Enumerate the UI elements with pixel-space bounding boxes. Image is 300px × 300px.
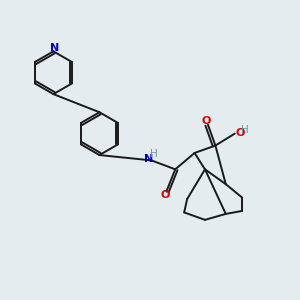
Text: O: O: [202, 116, 211, 126]
Text: H: H: [241, 125, 248, 135]
Text: O: O: [235, 128, 244, 138]
Text: N: N: [50, 43, 59, 53]
Text: O: O: [161, 190, 170, 200]
Text: N: N: [144, 154, 153, 164]
Text: H: H: [150, 149, 158, 159]
